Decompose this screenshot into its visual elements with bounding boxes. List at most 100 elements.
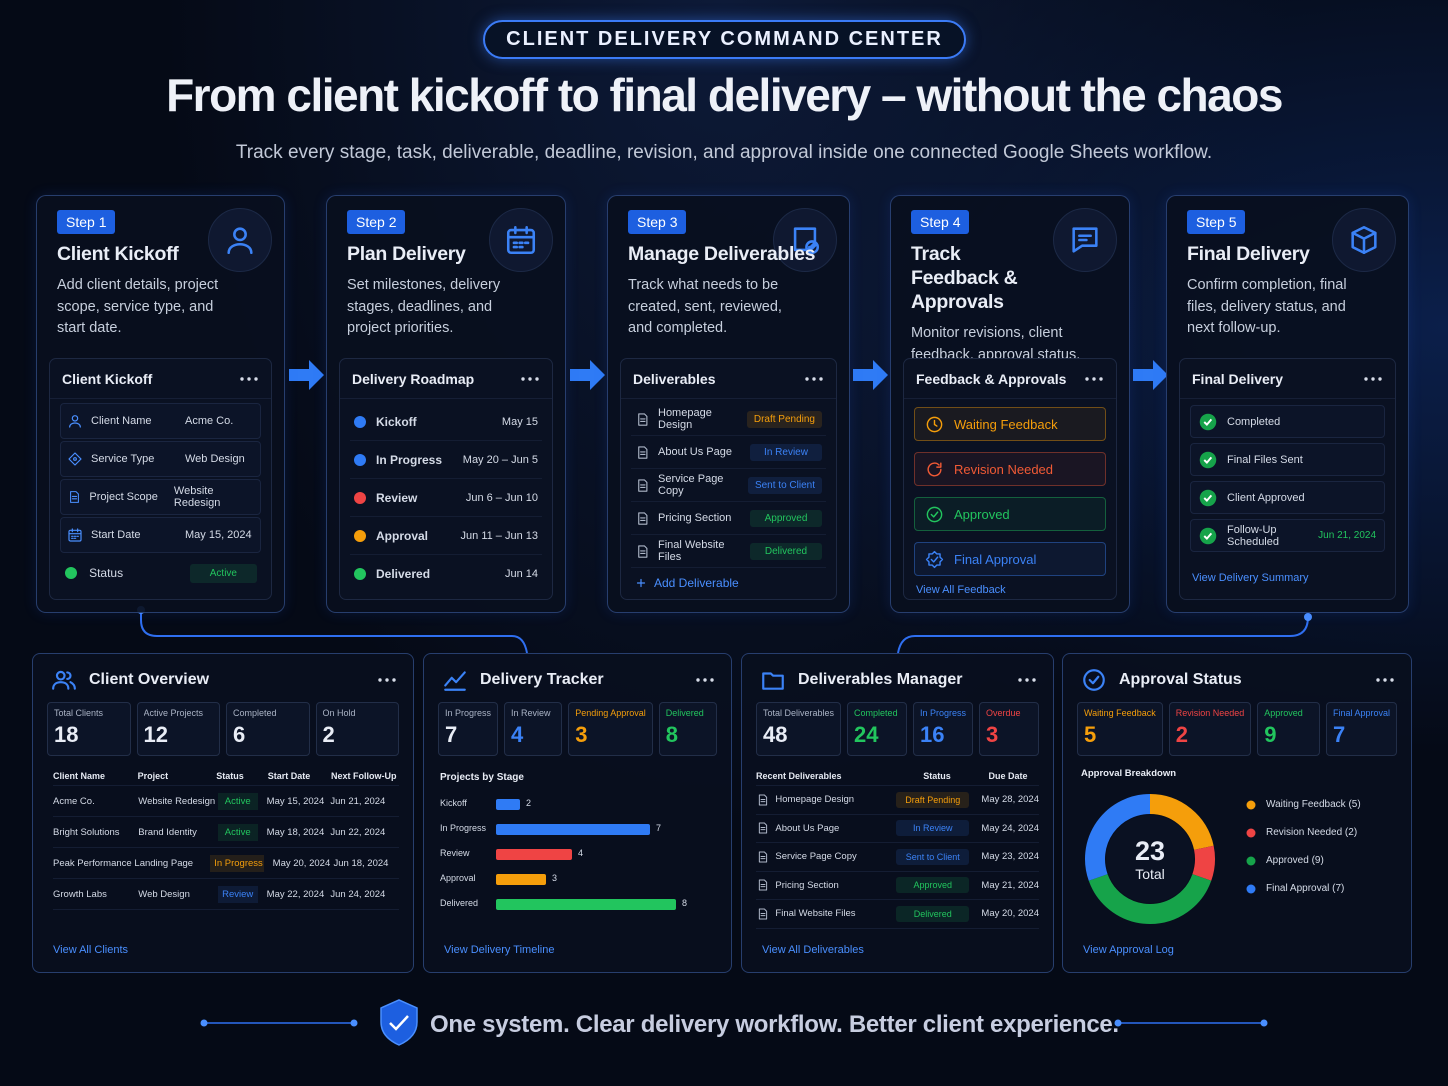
- menu-dot: [247, 376, 251, 381]
- stat-value: 7: [1332, 722, 1346, 747]
- panel-body: Homepage Design Draft Pending About Us Pag…: [621, 399, 836, 602]
- stat-value: 2: [322, 722, 335, 747]
- dot: [1246, 884, 1256, 893]
- panel-header: Delivery Roadmap: [340, 359, 552, 399]
- menu-dot: [1032, 678, 1036, 682]
- stat-value: 2: [1175, 722, 1188, 747]
- table-cell: Service Page Copy: [775, 851, 857, 863]
- row-value: Acme Co.: [185, 415, 234, 427]
- step-card: Step 1 Client Kickoff Add client details, …: [36, 195, 285, 613]
- step-icon: [773, 208, 837, 272]
- panel-header: Final Delivery: [1180, 359, 1395, 399]
- node: [1260, 1019, 1268, 1027]
- step-description: Track what needs to be created, sent, re…: [628, 277, 782, 336]
- stat-label: Revision Needed: [1175, 708, 1245, 718]
- feedback-row: Final Approval: [914, 542, 1106, 576]
- link[interactable]: View Approval Log: [1083, 944, 1174, 956]
- feedback-row: Approved: [914, 497, 1106, 531]
- step-title: Plan Delivery: [347, 243, 466, 265]
- stat-box: On Hold 2: [315, 702, 399, 756]
- icon-shape: [758, 908, 768, 920]
- step-description: Add client details, project scope, servi…: [57, 277, 219, 336]
- row-label: Revision Needed: [954, 461, 1054, 477]
- bar-value: 8: [682, 898, 688, 908]
- status-pill: Draft Pending: [746, 410, 822, 428]
- bar-value: 3: [552, 873, 558, 883]
- icon-shape: [638, 412, 648, 426]
- stat-value: 3: [575, 722, 588, 747]
- stat-value: 24: [854, 722, 879, 747]
- clients-table: Client Name Project Status Start Date Next F…: [53, 766, 399, 910]
- menu-dot: [1383, 678, 1387, 682]
- node: [350, 1019, 358, 1027]
- fdoc-icon: [793, 227, 820, 255]
- menu-dot: [812, 376, 816, 381]
- status-pill: In Review: [750, 443, 822, 461]
- step-description: Confirm completion, final files, deliver…: [1187, 277, 1347, 336]
- dot: [354, 415, 366, 428]
- check-mark: [1203, 418, 1213, 426]
- arrow: [1133, 360, 1168, 390]
- bar-value: 2: [526, 798, 532, 808]
- deliverable-row: Homepage Design Draft Pending: [631, 403, 826, 436]
- legend-label: Revision Needed (2): [1266, 827, 1358, 838]
- panel-title: Delivery Roadmap: [352, 370, 475, 387]
- column-header: Status: [923, 770, 951, 781]
- roadmap-row: Delivered Jun 14: [350, 555, 542, 593]
- link[interactable]: Add Deliverable: [654, 576, 739, 590]
- menu-dot: [703, 678, 707, 682]
- tracker-panel: Delivery Tracker In Progress 7 In Review 4 Pe…: [423, 653, 732, 973]
- step-panel: Deliverables Homepage Design Draft Pending…: [620, 358, 837, 600]
- stat-box: Total Deliverables 48: [756, 702, 842, 756]
- link[interactable]: View All Deliverables: [762, 944, 864, 956]
- check-icon: [1083, 669, 1105, 691]
- arrow: [289, 360, 324, 390]
- panel-title: Approval Status: [1119, 671, 1242, 688]
- doc-icon: [638, 544, 648, 558]
- stat-label: Waiting Feedback: [1084, 708, 1156, 718]
- chart-title: Projects by Stage: [440, 772, 524, 783]
- panel-title: Deliverables Manager: [798, 671, 963, 688]
- panel-header: Delivery Tracker: [442, 666, 715, 694]
- icon-shape: [55, 670, 66, 681]
- table-cell: Jun 22, 2024: [330, 826, 386, 838]
- donut-segment: [1149, 794, 1214, 851]
- icon-shape: [640, 549, 646, 554]
- row-label: Client Name: [91, 415, 152, 427]
- stat-box: Total Clients 18: [47, 702, 131, 756]
- row-label: Pricing Section: [658, 512, 732, 524]
- legend-item: Waiting Feedback (5): [1246, 799, 1361, 810]
- link[interactable]: View All Clients: [53, 944, 128, 956]
- table-cell: May 15, 2024: [266, 795, 325, 807]
- link[interactable]: View All Feedback: [916, 584, 1006, 596]
- column-header: Status: [216, 770, 244, 781]
- legend-item: Approved (9): [1246, 855, 1324, 866]
- stat-box: In Review 4: [504, 702, 563, 756]
- row-date: Jun 11 – Jun 13: [460, 529, 538, 542]
- deliverable-row: Final Website Files Delivered: [631, 535, 826, 568]
- link[interactable]: View Delivery Timeline: [444, 944, 555, 956]
- stat-label: Approved: [1264, 708, 1303, 718]
- bar: [496, 799, 520, 810]
- step-head: Client Kickoff Add client details, projec…: [57, 242, 232, 340]
- icon-shape: [638, 511, 648, 525]
- stat-label: In Review: [511, 708, 551, 718]
- link[interactable]: View Delivery Summary: [1192, 572, 1309, 584]
- check-mark: [1203, 494, 1213, 502]
- stats-row: Waiting Feedback 5 Revision Needed 2 Approve…: [1077, 702, 1397, 756]
- icon-shape: [640, 483, 646, 488]
- add-action[interactable]: Add Deliverable: [631, 568, 826, 598]
- stat-box: Overdue 3: [979, 702, 1040, 756]
- table-cell: May 20, 2024: [981, 908, 1039, 920]
- users-icon: [52, 670, 76, 690]
- row-label: Service Page Copy: [658, 473, 724, 497]
- node: [1114, 1019, 1122, 1027]
- step-icon: [1053, 208, 1117, 272]
- panel-title: Feedback & Approvals: [916, 370, 1067, 387]
- stage-dot: [354, 415, 366, 428]
- check-badge: [1199, 413, 1217, 430]
- stat-label: Completed: [233, 708, 277, 718]
- bar: [496, 899, 676, 910]
- deliverable-row: Service Page Copy Sent to Client: [631, 469, 826, 502]
